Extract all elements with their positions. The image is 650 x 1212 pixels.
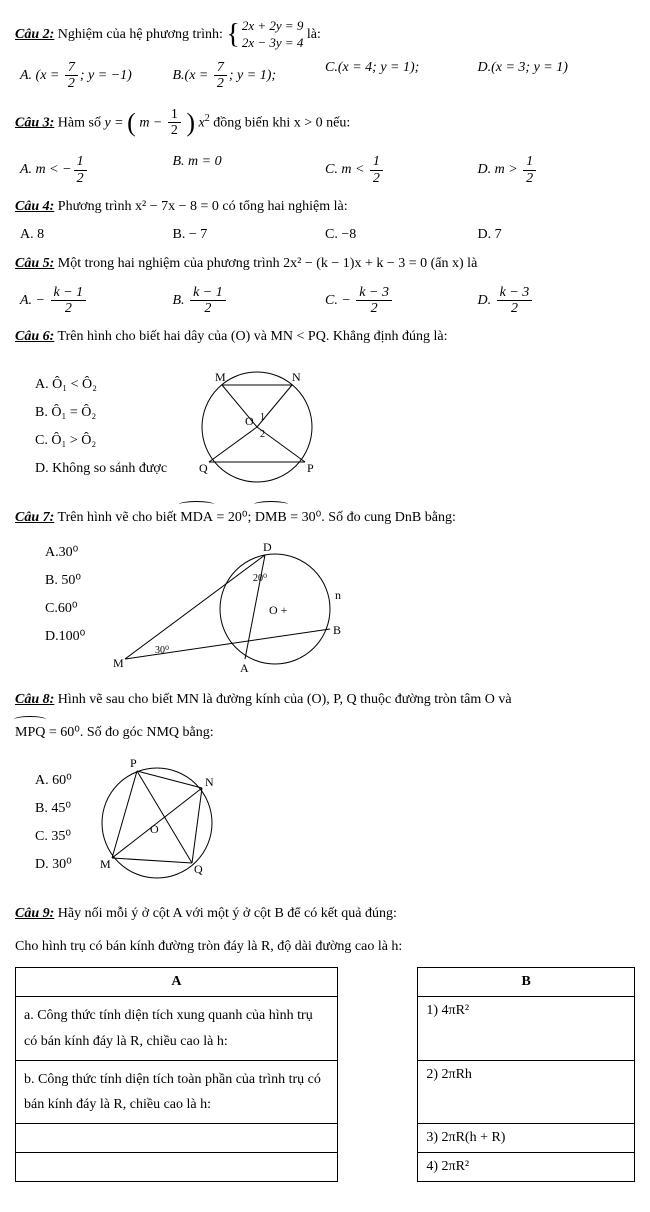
q7-diagram: D n O + B A M 20⁰ 30⁰ [85,539,365,679]
q2-eq2: 2x − 3y = 4 [242,35,304,52]
q3-B: B. m = 0 [173,154,326,186]
q4: Câu 4: Phương trình x² − 7x − 8 = 0 có t… [15,194,635,219]
q3-options: A. m < −12 B. m = 0 C. m < 12 D. m > 12 [15,154,635,186]
q9-b4: 4) 2πR² [418,1153,635,1182]
q9-label: Câu 9: [15,906,54,921]
svg-text:Q: Q [199,461,208,475]
q9-header-B: B [418,968,635,997]
q6-A: A. Ô₁ < Ô₂ [35,371,167,399]
q3-D: D. m > 12 [478,154,631,186]
q6-diagram: M N O 1 2 Q P [167,357,347,497]
q7-label: Câu 7: [15,510,54,525]
svg-text:N: N [292,370,301,384]
q8-C: C. 35⁰ [35,823,72,851]
svg-text:1: 1 [260,412,265,423]
q9-b3: 3) 2πR(h + R) [418,1124,635,1153]
q2-eq1: 2x + 2y = 9 [242,18,304,35]
q8-line2: MPQ = 60⁰. Số đo góc NMQ bằng: [15,720,635,745]
svg-text:M: M [100,857,111,871]
svg-text:Q: Q [194,862,203,876]
q2: Câu 2: Nghiệm của hệ phương trình: { 2x … [15,18,635,52]
q2-C: C.(x = 4; y = 1); [325,60,478,92]
q9-empty1 [16,1124,338,1153]
q7-C: C.60⁰ [45,595,85,623]
svg-text:M: M [215,370,226,384]
q9-a: a. Công thức tính diện tích xung quanh c… [16,997,338,1060]
q4-label: Câu 4: [15,199,54,214]
q6-label: Câu 6: [15,329,54,344]
q4-options: A. 8 B. − 7 C. −8 D. 7 [15,227,635,243]
q6-C: C. Ô₁ > Ô₂ [35,427,167,455]
q9-sub: Cho hình trụ có bán kính đường tròn đáy … [15,934,635,959]
q3: Câu 3: Hàm số y = ( m − 12 ) x2 đồng biế… [15,100,635,147]
q5-label: Câu 5: [15,256,54,271]
q9-gap [337,968,417,1182]
q9-table: A B a. Công thức tính diện tích xung qua… [15,967,635,1182]
svg-text:N: N [205,775,214,789]
svg-text:B: B [333,623,341,637]
svg-text:P: P [130,756,137,770]
q2-D: D.(x = 3; y = 1) [478,60,631,92]
q2-text: Nghiệm của hệ phương trình: [58,27,227,42]
q5-A: A. − k − 12 [20,285,173,317]
q9-empty2 [16,1153,338,1182]
q6: Câu 6: Trên hình cho biết hai dây của (O… [15,324,635,349]
svg-text:A: A [240,661,249,675]
q7-B: B. 50⁰ [45,567,85,595]
q9-header-A: A [16,968,338,997]
q5-options: A. − k − 12 B. k − 12 C. − k − 32 D. k −… [15,285,635,317]
q8-A: A. 60⁰ [35,767,72,795]
q7: Câu 7: Trên hình vẽ cho biết MDA = 20⁰; … [15,505,635,530]
q2-options: A. (x = 72; y = −1) B.(x = 72; y = 1); C… [15,60,635,92]
q9-b1: 1) 4πR² [418,997,635,1060]
svg-text:O +: O + [269,603,288,617]
q4-D: D. 7 [478,227,631,243]
q6-B: B. Ô₁ = Ô₂ [35,399,167,427]
q7-A: A.30⁰ [45,539,85,567]
q2-B: B.(x = 72; y = 1); [173,60,326,92]
q7-options: A.30⁰ B. 50⁰ C.60⁰ D.100⁰ [15,539,85,679]
q4-A: A. 8 [20,227,173,243]
q5: Câu 5: Một trong hai nghiệm của phương t… [15,251,635,276]
q6-D: D. Không so sánh được [35,455,167,483]
q4-B: B. − 7 [173,227,326,243]
q3-A: A. m < −12 [20,154,173,186]
svg-text:P: P [307,461,314,475]
svg-text:O: O [150,822,159,836]
q9: Câu 9: Hãy nối mỗi ý ở cột A với một ý ở… [15,901,635,926]
q8-diagram: P N O M Q [72,753,242,893]
q8-label: Câu 8: [15,692,54,707]
q8-B: B. 45⁰ [35,795,72,823]
q5-D: D. k − 32 [478,285,631,317]
svg-text:2: 2 [260,429,265,440]
q4-C: C. −8 [325,227,478,243]
q7-D: D.100⁰ [45,623,85,651]
q8: Câu 8: Hình vẽ sau cho biết MN là đường … [15,687,635,712]
q2-label: Câu 2: [15,27,54,42]
q6-options: A. Ô₁ < Ô₂ B. Ô₁ = Ô₂ C. Ô₁ > Ô₂ D. Khôn… [15,371,167,483]
svg-text:n: n [335,588,341,602]
svg-text:20⁰: 20⁰ [253,573,267,584]
q2-tail: là: [307,27,321,42]
svg-text:30⁰: 30⁰ [155,645,169,656]
svg-text:M: M [113,656,124,670]
q5-B: B. k − 12 [173,285,326,317]
q9-b: b. Công thức tính diện tích toàn phần củ… [16,1060,338,1123]
q8-D: D. 30⁰ [35,851,72,879]
q8-options: A. 60⁰ B. 45⁰ C. 35⁰ D. 30⁰ [15,767,72,879]
q9-b2: 2) 2πRh [418,1060,635,1123]
q3-label: Câu 3: [15,115,54,130]
q5-C: C. − k − 32 [325,285,478,317]
q2-A: A. (x = 72; y = −1) [20,60,173,92]
svg-text:D: D [263,540,272,554]
svg-text:O: O [245,414,254,428]
q3-C: C. m < 12 [325,154,478,186]
